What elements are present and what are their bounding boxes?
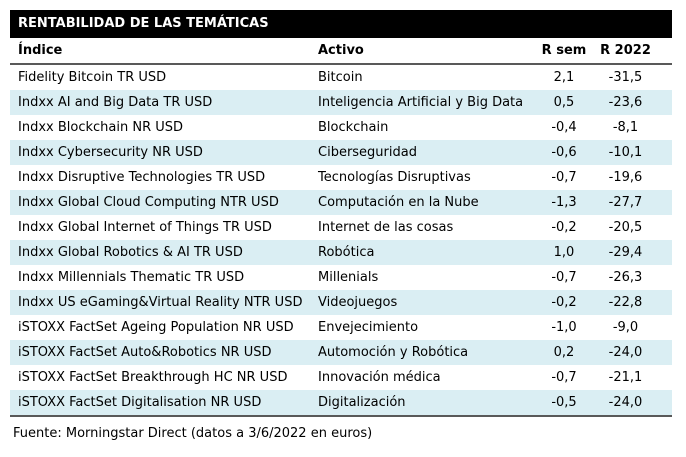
cell-r-sem: -0,6 [535,140,593,165]
cell-r-2022: -21,1 [608,370,643,385]
col-header-r-sem: R sem [535,38,593,65]
table-row: Indxx Blockchain NR USD Blockchain -0,4 … [10,115,672,140]
cell-activo: Digitalización [310,390,535,417]
table-row: iSTOXX FactSet Ageing Population NR USD … [10,315,672,340]
cell-activo: Millenials [318,270,379,285]
tematicas-table: Índice Activo R sem R 2022 Fidelity Bitc… [10,38,672,417]
cell-r-2022: -20,5 [608,220,643,235]
cell-r-2022: -8,1 [612,120,639,135]
cell-r-sem: -0,2 [551,220,577,235]
cell-r-sem: -1,3 [535,190,593,215]
cell-r-2022: -29,4 [593,240,672,265]
cell-r-sem: -0,4 [551,120,577,135]
table-row: Indxx Millennials Thematic TR USD Millen… [10,265,672,290]
cell-activo: Automoción y Robótica [310,340,535,365]
cell-indice: Indxx Global Cloud Computing NTR USD [10,190,310,215]
cell-activo: Tecnologías Disruptivas [318,170,471,185]
table-row: Indxx US eGaming&Virtual Reality NTR USD… [10,290,672,315]
cell-r-sem: 1,0 [535,240,593,265]
col-header-r-2022: R 2022 [593,38,672,65]
cell-indice: iSTOXX FactSet Auto&Robotics NR USD [10,340,310,365]
source-note: Fuente: Morningstar Direct (datos a 3/6/… [13,426,373,441]
table-row: iSTOXX FactSet Breakthrough HC NR USD In… [10,365,672,390]
col-header-activo: Activo [310,38,535,65]
tematicas-panel: RENTABILIDAD DE LAS TEMÁTICAS Índice Act… [10,10,672,441]
cell-indice: iSTOXX FactSet Breakthrough HC NR USD [18,370,288,385]
cell-r-2022: -24,0 [593,340,672,365]
table-row: Fidelity Bitcoin TR USD Bitcoin 2,1 -31,… [10,64,672,90]
table-row: Indxx AI and Big Data TR USD Inteligenci… [10,90,672,115]
table-header-row: Índice Activo R sem R 2022 [10,38,672,65]
cell-indice: Indxx Millennials Thematic TR USD [18,270,245,285]
cell-r-2022: -23,6 [593,90,672,115]
cell-r-sem: -0,7 [551,270,577,285]
cell-r-2022: -24,0 [593,390,672,417]
cell-r-sem: -0,2 [535,290,593,315]
cell-activo: Blockchain [318,120,389,135]
cell-indice: Indxx Cybersecurity NR USD [10,140,310,165]
cell-indice: Indxx AI and Big Data TR USD [10,90,310,115]
panel-title: RENTABILIDAD DE LAS TEMÁTICAS [18,16,269,31]
cell-r-2022: -10,1 [593,140,672,165]
cell-r-2022: -31,5 [608,70,643,85]
cell-r-sem: 2,1 [553,70,575,85]
cell-indice: Fidelity Bitcoin TR USD [18,70,167,85]
cell-activo: Bitcoin [318,70,363,85]
cell-r-sem: 0,2 [535,340,593,365]
cell-indice: iSTOXX FactSet Ageing Population NR USD [18,320,294,335]
table-row: Indxx Global Internet of Things TR USD I… [10,215,672,240]
cell-activo: Videojuegos [310,290,535,315]
cell-r-sem: -0,5 [535,390,593,417]
cell-activo: Ciberseguridad [310,140,535,165]
cell-r-sem: -0,7 [551,170,577,185]
cell-indice: Indxx Global Internet of Things TR USD [18,220,272,235]
cell-r-2022: -19,6 [608,170,643,185]
table-row: Indxx Cybersecurity NR USD Cibersegurida… [10,140,672,165]
table-row: iSTOXX FactSet Auto&Robotics NR USD Auto… [10,340,672,365]
cell-activo: Computación en la Nube [310,190,535,215]
cell-indice: Indxx US eGaming&Virtual Reality NTR USD [10,290,310,315]
cell-r-2022: -9,0 [612,320,639,335]
table-row: Indxx Global Robotics & AI TR USD Robóti… [10,240,672,265]
col-header-indice: Índice [10,38,310,65]
panel-title-bar: RENTABILIDAD DE LAS TEMÁTICAS [10,10,672,38]
cell-r-sem: -1,0 [551,320,577,335]
table-row: Indxx Disruptive Technologies TR USD Tec… [10,165,672,190]
cell-r-2022: -27,7 [593,190,672,215]
cell-r-2022: -26,3 [608,270,643,285]
cell-activo: Inteligencia Artificial y Big Data [310,90,535,115]
cell-indice: Indxx Global Robotics & AI TR USD [10,240,310,265]
cell-r-sem: -0,7 [551,370,577,385]
cell-activo: Envejecimiento [318,320,419,335]
cell-indice: Indxx Disruptive Technologies TR USD [18,170,266,185]
cell-indice: iSTOXX FactSet Digitalisation NR USD [10,390,310,417]
cell-indice: Indxx Blockchain NR USD [18,120,184,135]
cell-activo: Internet de las cosas [318,220,454,235]
cell-r-2022: -22,8 [593,290,672,315]
table-row: iSTOXX FactSet Digitalisation NR USD Dig… [10,390,672,417]
cell-activo: Robótica [310,240,535,265]
table-row: Indxx Global Cloud Computing NTR USD Com… [10,190,672,215]
cell-activo: Innovación médica [318,370,441,385]
cell-r-sem: 0,5 [535,90,593,115]
